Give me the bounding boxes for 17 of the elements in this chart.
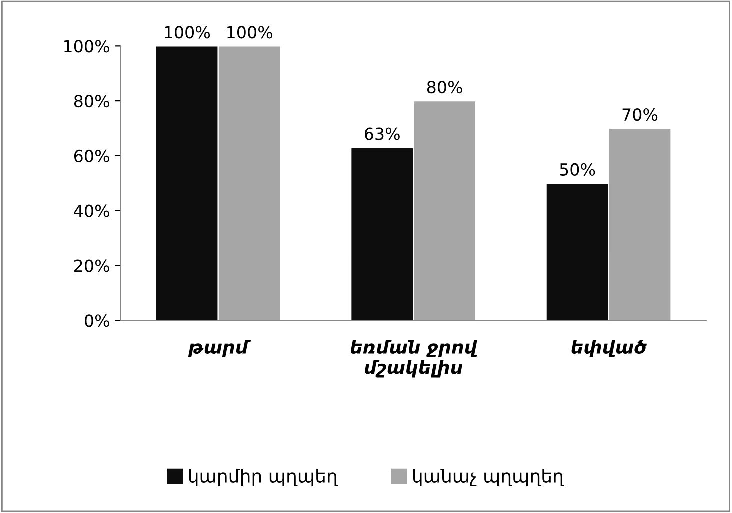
- legend-label: կանաչ պղպղեղ: [413, 469, 564, 486]
- y-tick-label: 80%: [74, 95, 110, 108]
- data-label: 63%: [364, 128, 400, 140]
- x-tick-label: եփված: [572, 340, 648, 358]
- y-tick-label: 40%: [74, 204, 110, 218]
- data-label: 70%: [622, 108, 658, 122]
- y-tick-label: 100%: [64, 40, 110, 53]
- x-tick-label: թարմ: [188, 340, 252, 358]
- data-label: 100%: [228, 26, 273, 39]
- data-label: 50%: [560, 163, 596, 176]
- y-tick-label: 60%: [74, 150, 110, 163]
- x-tick-label: եռման ջրով մշակելիս: [351, 340, 478, 378]
- y-tick-label: 20%: [74, 260, 110, 272]
- legend-label: կարմիր պղպեղ: [189, 469, 338, 486]
- y-tick-label: 0%: [85, 314, 110, 328]
- data-label: 80%: [427, 81, 462, 94]
- data-label: 100%: [165, 26, 210, 39]
